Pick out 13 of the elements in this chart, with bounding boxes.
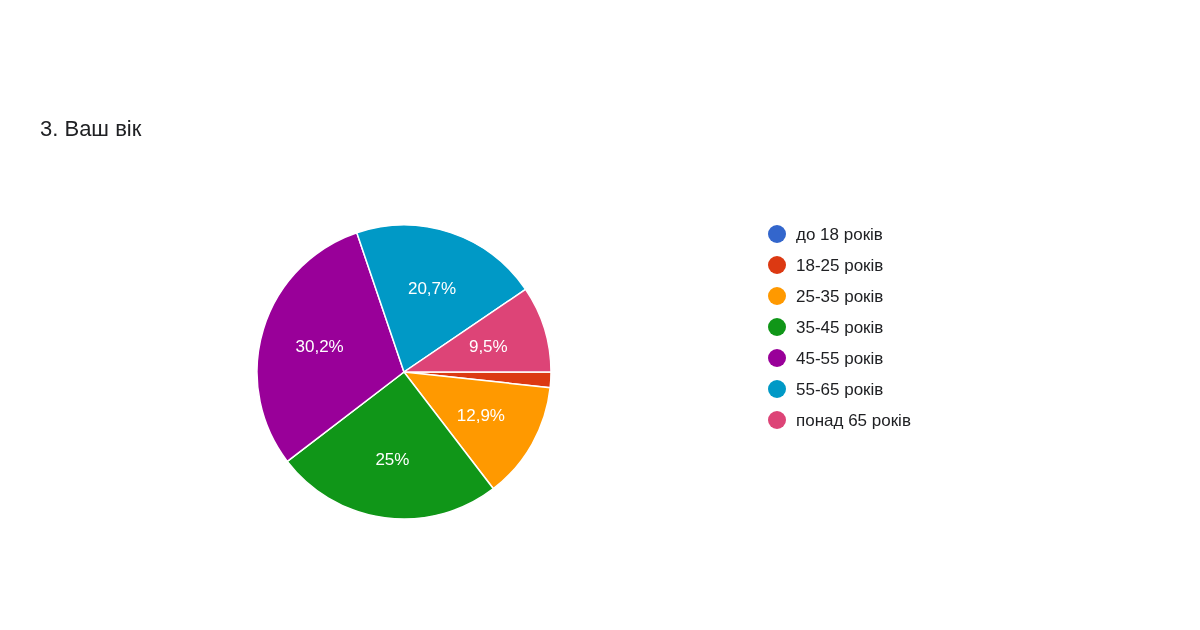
chart-title: 3. Ваш вік xyxy=(40,116,142,141)
legend-label: 25-35 років xyxy=(796,286,884,306)
data-label: 25% xyxy=(375,449,410,469)
legend-label: 35-45 років xyxy=(796,317,884,337)
data-label: 12,9% xyxy=(456,405,505,425)
data-label: 30,2% xyxy=(295,336,344,356)
legend-label: 18-25 років xyxy=(796,255,884,275)
legend-label: понад 65 років xyxy=(796,410,911,430)
data-label: 20,7% xyxy=(407,278,457,298)
legend-label: до 18 років xyxy=(796,224,883,244)
legend-label: 45-55 років xyxy=(796,348,884,368)
legend-label: 55-65 років xyxy=(796,379,884,399)
data-label: 9,5% xyxy=(468,336,508,356)
